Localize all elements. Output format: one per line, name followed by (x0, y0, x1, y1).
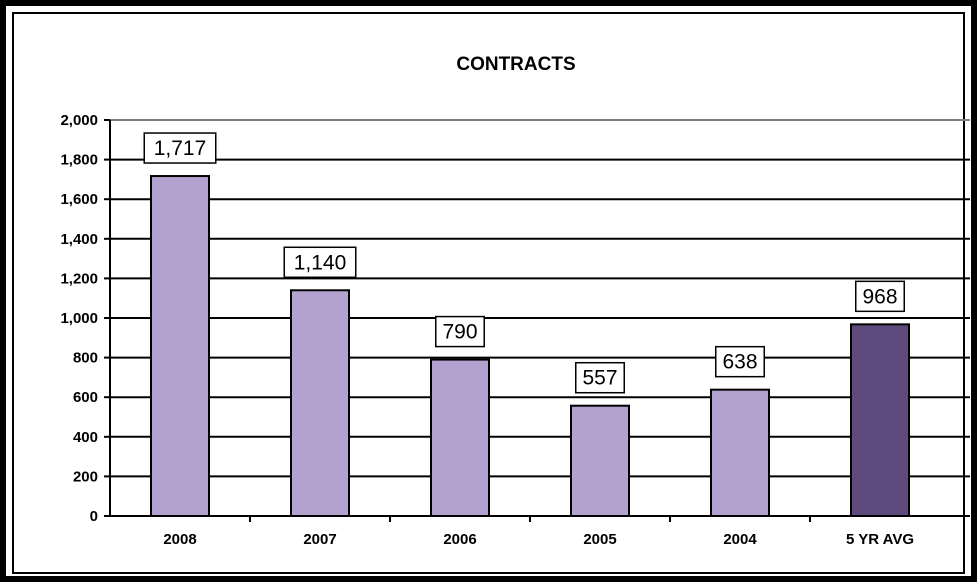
x-category-label: 5 YR AVG (846, 531, 914, 548)
bars (150, 175, 910, 517)
data-label-text: 638 (722, 351, 757, 374)
y-tick-label: 600 (73, 389, 98, 406)
data-label-box (715, 345, 765, 378)
data-label-text: 968 (862, 285, 897, 308)
x-category-label: 2004 (723, 531, 757, 548)
y-tick-label: 1,600 (60, 191, 98, 208)
data-label: 1,717 (143, 132, 217, 164)
y-tick-label: 1,800 (60, 152, 98, 169)
bar-2004 (710, 388, 770, 517)
data-labels: 1,717 1,140 790 557 638 968 (143, 132, 905, 394)
data-label: 557 (575, 361, 625, 394)
data-label-box (283, 246, 357, 279)
x-category-label: 2005 (583, 531, 616, 548)
bar-5-yr-avg (850, 323, 910, 517)
y-tick-label: 1,400 (60, 231, 98, 248)
y-tick-label: 1,200 (60, 270, 98, 287)
bar-2007 (290, 289, 350, 517)
chart-title: CONTRACTS (456, 54, 575, 75)
data-label-text: 790 (442, 321, 477, 344)
data-label-text: 1,717 (154, 137, 207, 160)
bar-2008 (150, 175, 210, 517)
y-tick-label: 0 (90, 508, 98, 525)
x-category-label: 2007 (303, 531, 336, 548)
data-label-box (143, 132, 217, 164)
y-tick-label: 1,000 (60, 310, 98, 327)
y-tick-label: 800 (73, 350, 98, 367)
x-category-label: 2006 (443, 531, 476, 548)
y-tick-label: 200 (73, 468, 98, 485)
y-tick-label: 400 (73, 429, 98, 446)
axes: 0 200 400 600 800 1,000 1,200 1,400 1,600 1,800 2,… (60, 112, 970, 548)
data-label-text: 557 (582, 367, 617, 390)
y-tick-label: 2,000 (60, 112, 98, 129)
bar-2006 (430, 358, 490, 517)
data-label-box (855, 280, 905, 313)
data-label: 638 (715, 345, 765, 378)
data-label: 968 (855, 280, 905, 313)
bar-2005 (570, 404, 630, 517)
data-label-box (435, 315, 485, 348)
data-label: 1,140 (283, 246, 357, 279)
gridlines (110, 119, 970, 478)
data-label-box (575, 361, 625, 394)
data-label: 790 (435, 315, 485, 348)
x-category-label: 2008 (163, 531, 196, 548)
data-label-text: 1,140 (294, 251, 347, 274)
